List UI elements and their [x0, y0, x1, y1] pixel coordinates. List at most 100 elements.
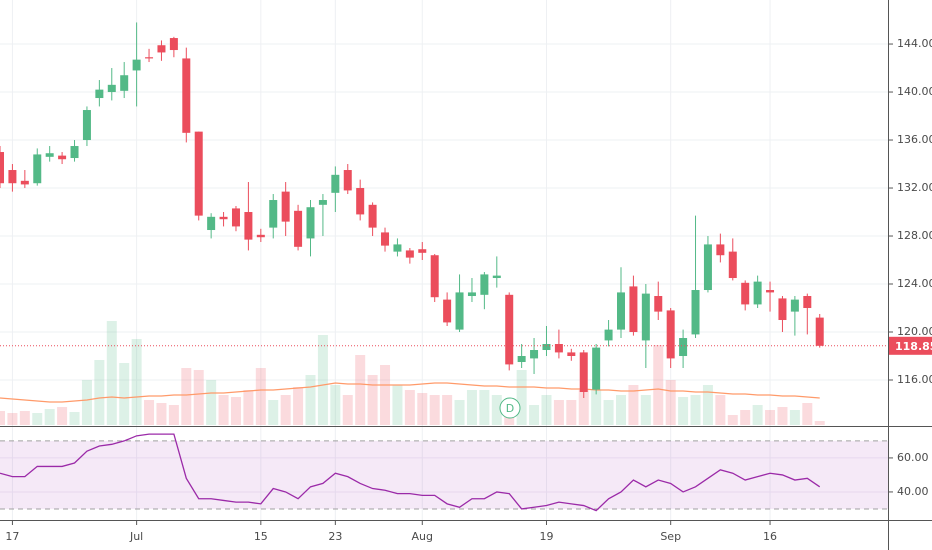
- volume-bar: [392, 385, 403, 425]
- candle-body: [430, 255, 439, 298]
- volume-bar: [516, 370, 527, 425]
- volume-bar: [566, 400, 577, 425]
- volume-ma-line: [0, 382, 820, 403]
- volume-bar: [578, 390, 589, 425]
- y-tick-label: 116.00: [897, 373, 932, 386]
- volume-bar: [380, 365, 391, 425]
- y-tick-label: 136.00: [897, 133, 932, 146]
- candle-body: [194, 131, 203, 216]
- rsi-layer: [0, 433, 888, 512]
- candle-body: [343, 170, 352, 191]
- y-tick-label: 144.00: [897, 37, 932, 50]
- volume-bar: [740, 410, 751, 425]
- volume-bar: [442, 395, 453, 425]
- rsi-line: [0, 433, 821, 512]
- y-tick-label: 140.00: [897, 85, 932, 98]
- candle-body: [244, 212, 253, 240]
- candle-body: [815, 317, 824, 346]
- candle-body: [679, 338, 688, 357]
- candle-body: [169, 38, 178, 51]
- x-tick-label: 16: [763, 530, 777, 543]
- volume-bar: [243, 390, 254, 425]
- volume-bar: [715, 395, 726, 425]
- volume-bar: [678, 397, 689, 425]
- axis-layer: 116.00 120.00 124.00 128.00 132.00 136.00 140.…: [5, 37, 932, 543]
- volume-bar: [690, 395, 701, 425]
- volume-bar: [814, 421, 825, 425]
- volume-bar: [479, 390, 490, 425]
- candle-body: [530, 350, 539, 359]
- candle-body: [58, 155, 67, 160]
- volume-bar: [119, 363, 130, 425]
- volume-bar: [106, 321, 117, 425]
- candle-body: [803, 296, 812, 309]
- volume-bar: [628, 385, 639, 425]
- volume-bar: [305, 375, 316, 425]
- x-tick-label: 15: [254, 530, 268, 543]
- volume-bar: [206, 380, 217, 425]
- candle-body: [256, 234, 265, 238]
- candle-body: [95, 89, 104, 99]
- candle-body: [604, 329, 613, 341]
- volume-bar: [0, 411, 5, 425]
- candle-body: [741, 282, 750, 305]
- rsi-tick-label: 60.00: [897, 451, 929, 464]
- candle-body: [455, 292, 464, 330]
- volume-bar: [181, 368, 192, 425]
- candle-body: [269, 200, 278, 228]
- candle-body: [182, 58, 191, 133]
- volume-bar: [193, 370, 204, 425]
- candle-body: [641, 293, 650, 341]
- volume-bar: [218, 395, 229, 425]
- candle-body: [219, 216, 228, 220]
- volume-bar: [665, 380, 676, 425]
- volume-bar: [553, 400, 564, 425]
- volume-bar: [342, 395, 353, 425]
- volume-bar: [131, 339, 142, 425]
- candle-body: [393, 244, 402, 252]
- candle-body: [405, 250, 414, 258]
- volume-bar: [94, 360, 105, 425]
- volume-bar: [230, 397, 241, 425]
- candle-body: [505, 294, 514, 365]
- candle-body: [666, 310, 675, 359]
- candle-body: [231, 208, 240, 227]
- last-price-box: [889, 336, 932, 355]
- volume-bar: [144, 400, 155, 425]
- volume-bar: [417, 393, 428, 425]
- candle-body: [294, 210, 303, 247]
- candle-body: [766, 290, 775, 293]
- candle-body: [728, 251, 737, 279]
- volume-bar: [727, 415, 738, 425]
- volume-bar: [603, 400, 614, 425]
- candle-body: [8, 170, 17, 184]
- volume-bar: [255, 368, 266, 425]
- x-tick-label: Jul: [129, 530, 143, 543]
- dividend-label[interactable]: D: [506, 402, 514, 415]
- rsi-band: [0, 440, 888, 509]
- candle-body: [554, 344, 563, 353]
- candle-body: [306, 207, 315, 239]
- volume-bar: [168, 405, 179, 425]
- candle-body: [517, 356, 526, 363]
- volume-bar: [591, 390, 602, 425]
- candle-body: [716, 244, 725, 256]
- candle-body: [480, 274, 489, 295]
- candle-body: [368, 204, 377, 228]
- volume-bar: [765, 410, 776, 425]
- volume-bar: [454, 400, 465, 425]
- volume-bar: [317, 335, 328, 425]
- candle-body: [107, 84, 116, 93]
- volume-bar: [789, 410, 800, 425]
- candle-body: [418, 249, 427, 253]
- candle-layer: [0, 22, 888, 399]
- candle-body: [331, 174, 340, 193]
- volume-bar: [653, 345, 664, 425]
- dividend-marker[interactable]: [499, 397, 521, 419]
- candle-body: [629, 286, 638, 333]
- volume-bar: [702, 385, 713, 425]
- volume-bar: [802, 403, 813, 425]
- volume-bar: [19, 411, 30, 425]
